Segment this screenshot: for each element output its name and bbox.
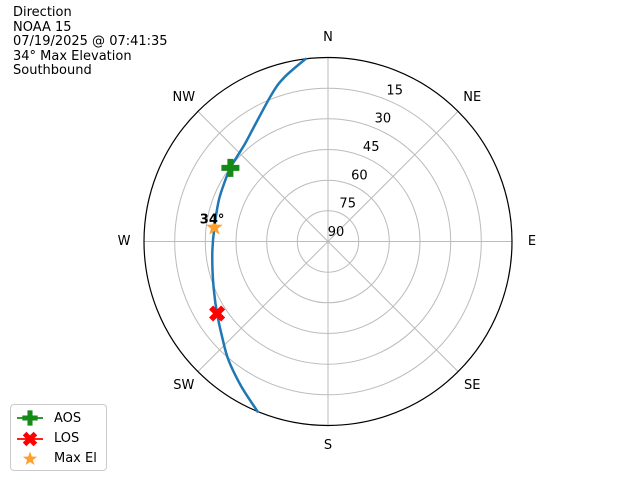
marker-aos [221,158,240,177]
legend-item-los: LOS [15,428,106,448]
satellite-name: NOAA 15 [13,19,72,35]
x-marker-icon [22,431,38,446]
star-marker-icon [22,451,38,466]
aos-plus-icon [17,410,43,426]
compass-label-nw: NW [173,90,196,105]
compass-label-s: S [324,438,332,453]
pass-timestamp: 07/19/2025 @ 07:41:35 [13,34,168,50]
legend-item-max-el: Max El [15,449,106,469]
azimuth-spoke-se [327,241,459,372]
horizon-circle [143,56,513,427]
elevation-tick-label-15: 15 [386,83,403,98]
pass-info: Direction NOAA 15 07/19/2025 @ 07:41:35 … [13,5,168,79]
elevation-tick-label-30: 30 [375,112,392,127]
pass-direction: Southbound [13,63,92,79]
elevation-tick-label-90: 90 [328,225,345,240]
azimuth-spoke-nw [197,111,329,242]
compass-label-n: N [323,30,333,45]
max-elevation-text: 34° Max Elevation [13,48,132,64]
legend-label-aos: AOS [54,410,82,426]
elevation-tick-label-75: 75 [339,197,356,212]
legend: AOS LOS Max El [10,404,107,471]
marker-max-el [206,218,223,235]
compass-label-sw: SW [173,378,194,393]
legend-item-aos: AOS [15,408,106,428]
elevation-tick-label-45: 45 [363,140,380,155]
azimuth-spoke-sw [197,241,329,372]
elevation-tick-label-60: 60 [351,168,368,183]
compass-label-w: W [118,234,131,249]
chart-title: Direction [13,5,72,20]
legend-label-los: LOS [54,431,80,447]
legend-label-max-el: Max El [54,451,97,467]
azimuth-spoke-ne [327,111,459,242]
los-x-icon [17,431,43,446]
max-el-star-icon [22,451,38,466]
compass-label-e: E [528,234,536,249]
compass-label-ne: NE [463,90,481,105]
compass-label-se: SE [464,378,480,393]
plus-marker-icon [22,410,38,426]
max-elevation-annotation: 34° [200,213,225,228]
marker-los [209,305,226,322]
